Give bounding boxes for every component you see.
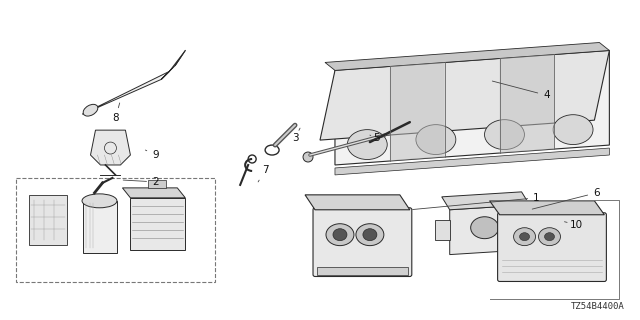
Text: 1: 1 <box>413 193 540 210</box>
Ellipse shape <box>82 194 117 208</box>
Ellipse shape <box>356 224 384 246</box>
Bar <box>317 267 408 275</box>
Ellipse shape <box>520 233 529 241</box>
Polygon shape <box>500 54 554 153</box>
Ellipse shape <box>484 120 524 149</box>
Text: 5: 5 <box>370 133 380 143</box>
Text: 4: 4 <box>492 81 550 100</box>
Polygon shape <box>450 205 529 255</box>
Ellipse shape <box>416 125 456 155</box>
FancyBboxPatch shape <box>498 213 606 282</box>
Polygon shape <box>161 51 186 79</box>
Text: 6: 6 <box>532 188 600 209</box>
FancyBboxPatch shape <box>313 208 412 276</box>
Text: 10: 10 <box>564 220 583 230</box>
Bar <box>83 201 118 252</box>
Ellipse shape <box>408 118 415 125</box>
Ellipse shape <box>333 229 347 241</box>
Text: 2: 2 <box>124 177 159 187</box>
Polygon shape <box>320 51 609 140</box>
Polygon shape <box>90 130 131 165</box>
Polygon shape <box>435 220 450 240</box>
Polygon shape <box>305 195 410 210</box>
Polygon shape <box>335 148 609 175</box>
Polygon shape <box>390 62 445 161</box>
Bar <box>131 198 186 250</box>
Ellipse shape <box>83 104 98 116</box>
Ellipse shape <box>326 224 354 246</box>
Ellipse shape <box>538 228 561 246</box>
Polygon shape <box>490 201 604 215</box>
Ellipse shape <box>348 130 387 159</box>
Polygon shape <box>325 43 609 70</box>
Polygon shape <box>83 71 170 114</box>
Text: 3: 3 <box>292 128 300 143</box>
Bar <box>15 178 215 283</box>
Text: TZ54B4400A: TZ54B4400A <box>571 302 625 311</box>
Text: 9: 9 <box>145 150 159 160</box>
Bar <box>29 195 67 244</box>
Polygon shape <box>335 51 609 165</box>
Text: 7: 7 <box>258 165 268 182</box>
Text: 8: 8 <box>112 103 120 123</box>
Polygon shape <box>122 188 186 198</box>
Ellipse shape <box>303 152 313 162</box>
Ellipse shape <box>545 233 554 241</box>
Ellipse shape <box>513 228 536 246</box>
Bar <box>148 180 166 188</box>
Polygon shape <box>442 192 529 210</box>
Ellipse shape <box>363 229 377 241</box>
Ellipse shape <box>553 115 593 145</box>
Ellipse shape <box>470 217 499 239</box>
